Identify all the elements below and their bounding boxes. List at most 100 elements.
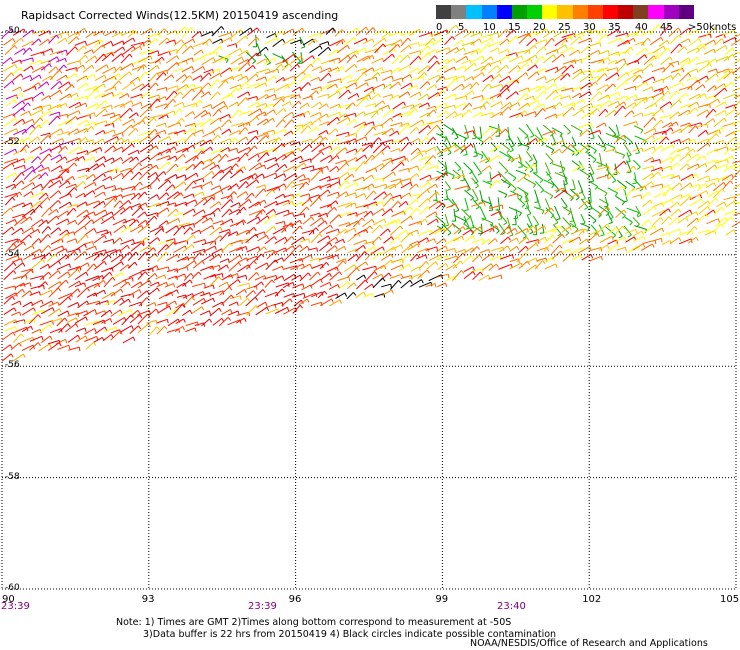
wind-barb-flag bbox=[245, 246, 248, 251]
wind-barb-flag bbox=[545, 68, 547, 73]
wind-barb bbox=[338, 55, 349, 64]
wind-barb-flag bbox=[318, 197, 322, 201]
wind-barb-flag bbox=[281, 288, 285, 293]
wind-barb-flag bbox=[83, 45, 87, 50]
wind-barb-flag bbox=[545, 39, 548, 44]
legend-swatch bbox=[451, 5, 467, 19]
wind-barb-flag bbox=[84, 41, 87, 46]
wind-barb bbox=[39, 38, 49, 46]
wind-barb-flag bbox=[484, 105, 486, 110]
wind-barb bbox=[282, 54, 294, 63]
wind-barb bbox=[380, 145, 389, 153]
wind-barb bbox=[308, 227, 317, 236]
wind-barb bbox=[392, 113, 401, 118]
wind-barb bbox=[626, 152, 631, 162]
wind-barb-flag bbox=[230, 309, 233, 314]
wind-barb-flag bbox=[291, 201, 294, 206]
wind-barb bbox=[30, 146, 41, 153]
wind-barb-flag bbox=[553, 105, 556, 110]
wind-barb bbox=[176, 282, 185, 289]
wind-barb bbox=[705, 98, 719, 107]
wind-barb-flag bbox=[123, 103, 125, 108]
wind-barb-flag bbox=[512, 254, 514, 259]
wind-barb bbox=[66, 46, 76, 56]
wind-barb bbox=[365, 27, 374, 35]
wind-barb bbox=[292, 112, 304, 119]
wind-barb bbox=[110, 288, 122, 297]
wind-barb bbox=[210, 148, 223, 155]
wind-barb bbox=[670, 67, 683, 73]
wind-barb-flag bbox=[44, 281, 49, 286]
wind-barb-flag bbox=[164, 274, 167, 279]
wind-barb-flag bbox=[210, 146, 213, 151]
wind-barb bbox=[515, 228, 528, 235]
wind-barb bbox=[104, 145, 114, 154]
wind-barb-flag bbox=[132, 37, 136, 42]
wind-barb bbox=[103, 238, 114, 243]
wind-barb-flag bbox=[617, 101, 620, 106]
wind-barb bbox=[262, 129, 274, 135]
wind-barb bbox=[219, 54, 229, 63]
wind-barb-flag bbox=[319, 112, 322, 117]
wind-barb-flag bbox=[698, 38, 702, 43]
wind-barb bbox=[588, 247, 602, 252]
wind-barb bbox=[353, 121, 366, 129]
wind-barb bbox=[282, 165, 296, 173]
wind-barb bbox=[77, 287, 88, 298]
wind-barb bbox=[554, 65, 566, 74]
wind-barb bbox=[533, 172, 544, 181]
wind-barb-flag bbox=[570, 144, 574, 148]
wind-barb-flag bbox=[85, 234, 89, 239]
wind-barb bbox=[419, 206, 428, 216]
wind-barb-flag bbox=[32, 337, 35, 342]
wind-barb-flag bbox=[307, 272, 312, 277]
wind-barb bbox=[85, 31, 95, 39]
wind-barb-flag bbox=[176, 131, 178, 136]
wind-barb bbox=[472, 188, 479, 201]
wind-barb-flag bbox=[670, 187, 674, 192]
wind-barb bbox=[173, 181, 185, 191]
wind-barb-flag bbox=[183, 318, 186, 323]
wind-barb bbox=[535, 224, 538, 235]
wind-barb-flag bbox=[316, 247, 318, 252]
wind-barb bbox=[139, 135, 150, 143]
wind-barb bbox=[580, 82, 591, 90]
wind-barb bbox=[372, 37, 385, 47]
wind-barb bbox=[155, 96, 166, 102]
wind-barb bbox=[290, 141, 300, 146]
wind-barb-flag bbox=[164, 96, 168, 101]
wind-barb bbox=[103, 198, 114, 208]
wind-barb bbox=[605, 132, 619, 139]
wind-barb bbox=[453, 208, 457, 222]
wind-barb bbox=[435, 202, 444, 210]
wind-barb bbox=[146, 212, 158, 217]
wind-barb bbox=[437, 110, 447, 118]
wind-barb bbox=[113, 66, 121, 74]
wind-barb bbox=[334, 260, 344, 271]
wind-barb bbox=[373, 191, 385, 201]
wind-barb bbox=[370, 107, 381, 119]
wind-barb-flag bbox=[223, 56, 227, 61]
wind-barb bbox=[731, 39, 740, 46]
wind-barb bbox=[608, 51, 619, 57]
wind-barb bbox=[83, 241, 93, 245]
wind-barb bbox=[391, 39, 402, 47]
wind-barb-flag bbox=[273, 57, 277, 62]
wind-barb bbox=[479, 43, 489, 54]
wind-barb bbox=[37, 81, 48, 89]
wind-barb-flag bbox=[515, 91, 519, 96]
wind-barb bbox=[343, 37, 355, 46]
wind-barb bbox=[11, 138, 23, 147]
wind-barb bbox=[426, 261, 436, 270]
wind-barb-flag bbox=[32, 169, 36, 174]
wind-barb-flag bbox=[230, 93, 234, 98]
wind-barb-flag bbox=[528, 33, 532, 38]
wind-barb bbox=[183, 260, 195, 270]
wind-barb bbox=[137, 71, 146, 81]
wind-barb bbox=[598, 108, 606, 117]
wind-barb bbox=[338, 222, 350, 227]
wind-barb bbox=[255, 306, 268, 316]
wind-barb bbox=[364, 241, 374, 245]
wind-barb-flag bbox=[564, 30, 567, 35]
wind-barb bbox=[65, 67, 77, 72]
